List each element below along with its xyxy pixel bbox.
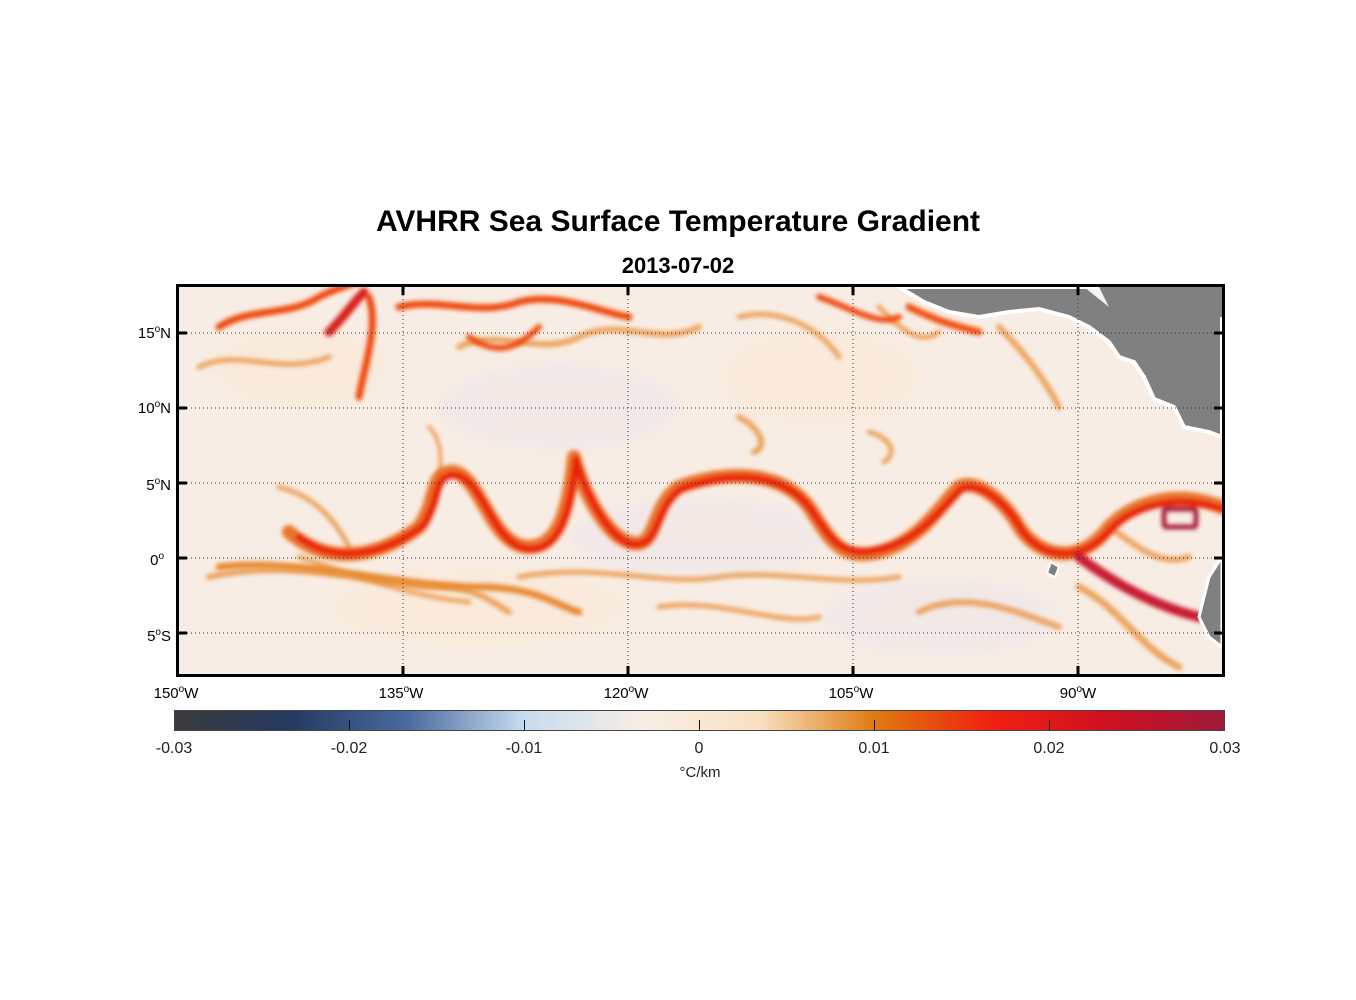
colorbar-tick [349,720,350,730]
southern-front [215,554,583,616]
lon-label-150w: 150oW [153,684,199,703]
land-south-america [1197,554,1222,649]
map-plot-area [176,284,1225,677]
lat-label-0: 0o [150,551,164,570]
land-galapagos [1045,560,1061,579]
equatorial-front [282,450,1222,622]
lat-label-10n: 10oN [137,399,171,418]
lon-label-135w: 135oW [378,684,424,703]
colorbar-label-neg003: -0.03 [155,740,193,757]
colorbar-label-001: 0.01 [858,740,890,757]
lon-label-90w: 90oW [1059,684,1097,703]
colorbar-tick [699,720,700,730]
sst-gradient-map [179,287,1222,674]
graticule [179,287,1222,674]
colorbar-tick [874,720,875,730]
lat-label-15n: 15oN [137,324,171,343]
chart-title: AVHRR Sea Surface Temperature Gradient [375,205,981,238]
colorbar-unit-label: °C/km [679,764,721,781]
colorbar-label-neg001: -0.01 [505,740,543,757]
colorbar-label-002: 0.02 [1033,740,1065,757]
lat-label-5s: 5oS [147,627,171,646]
axis-ticks [179,287,1222,674]
lat-label-5n: 5oN [146,476,171,495]
northern-fronts [215,287,983,401]
land-central-america [895,287,1222,440]
chart-subtitle: 2013-07-02 [621,253,735,278]
colorbar-label-neg002: -0.02 [330,740,368,757]
colorbar-label-0: 0 [694,740,704,757]
colorbar-tick [1049,720,1050,730]
colorbar-tick [524,720,525,730]
lon-label-120w: 120oW [603,684,649,703]
lon-label-105w: 105oW [828,684,874,703]
colorbar-label-003: 0.03 [1209,740,1241,757]
